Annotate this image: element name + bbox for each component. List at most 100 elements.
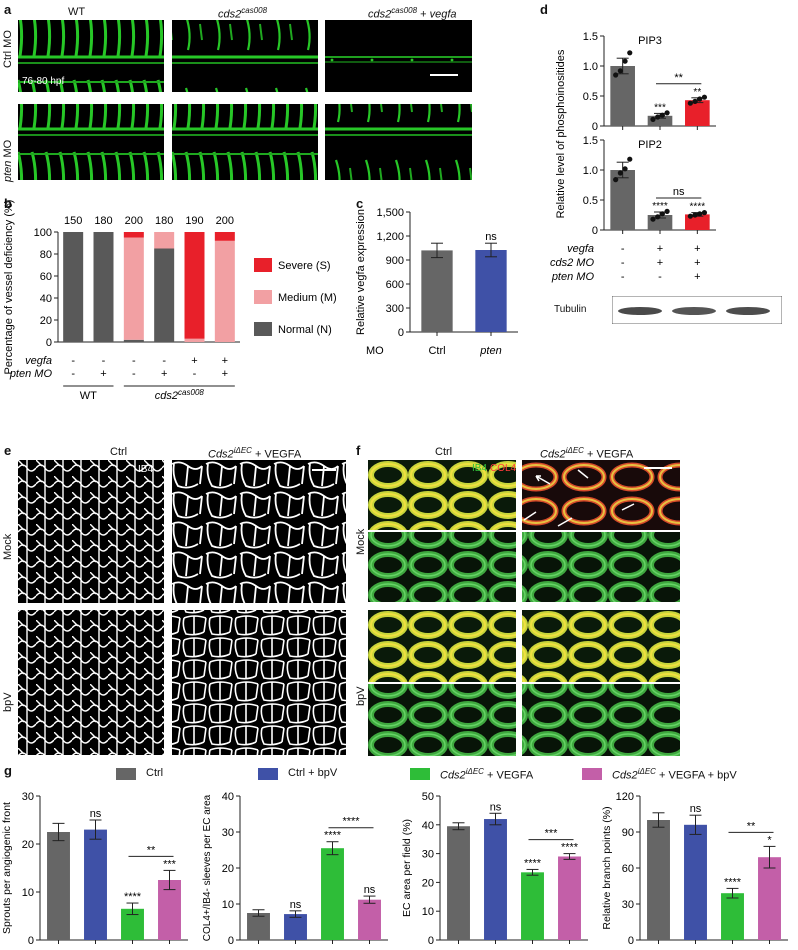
condition-sign: - bbox=[132, 355, 136, 367]
y-tick-label: 20 bbox=[22, 839, 34, 851]
bar-segment bbox=[184, 232, 205, 339]
y-tick-label: 1.5 bbox=[583, 31, 598, 43]
bar-total-label: 200 bbox=[216, 215, 234, 227]
data-point bbox=[687, 213, 693, 219]
panel-a-image-cds2-ctrl bbox=[172, 20, 318, 92]
data-point bbox=[655, 114, 661, 120]
y-tick-label: 30 bbox=[622, 899, 634, 911]
bar-segment bbox=[214, 240, 235, 342]
panel-label-f: f bbox=[356, 443, 361, 458]
y-tick-label: 1.0 bbox=[583, 165, 598, 177]
bar-segment bbox=[154, 232, 175, 249]
panel-e-image-cds2-bpv bbox=[172, 610, 346, 755]
y-tick-label: 1.0 bbox=[583, 61, 598, 73]
bar bbox=[321, 848, 344, 940]
comparison-label: ** bbox=[747, 820, 756, 832]
legend-swatch-ctrl-bpv bbox=[258, 768, 278, 780]
data-point bbox=[701, 94, 708, 100]
legend-label-ctrl: Ctrl bbox=[146, 767, 164, 779]
bar-segment bbox=[214, 232, 235, 241]
legend-label: Normal (N) bbox=[278, 324, 332, 336]
condition-sign: + bbox=[694, 243, 700, 255]
y-tick-label: 0 bbox=[428, 935, 434, 947]
bar bbox=[521, 872, 544, 940]
y-tick-label: 10 bbox=[222, 899, 234, 911]
bar bbox=[284, 914, 307, 940]
panel-f-row-bpv: bpV bbox=[355, 686, 367, 706]
significance-label: ns bbox=[490, 801, 502, 813]
y-tick-label: 30 bbox=[222, 827, 234, 839]
condition-sign: - bbox=[71, 368, 75, 380]
condition-row-label: vegfa bbox=[567, 243, 594, 255]
x-axis-label: MO bbox=[366, 345, 384, 357]
legend-label: Medium (M) bbox=[278, 292, 337, 304]
y-axis-label: Percentage of vessel deficiency (%) bbox=[3, 200, 15, 375]
panel-a-stage: 76-80 hpf bbox=[22, 76, 65, 87]
comparison-label: ** bbox=[674, 72, 683, 84]
y-tick-label: 60 bbox=[622, 863, 634, 875]
panel-f-stain-col4: COL4 bbox=[490, 463, 517, 474]
legend-swatch-cds2-vegfa bbox=[410, 768, 430, 780]
condition-sign: + bbox=[694, 271, 700, 283]
bar-segment bbox=[154, 248, 175, 342]
condition-sign: - bbox=[621, 257, 625, 269]
x-tick-label: pten bbox=[479, 345, 501, 357]
y-tick-label: 20 bbox=[40, 315, 52, 327]
y-tick-label: 1,500 bbox=[376, 207, 404, 219]
bar bbox=[684, 824, 707, 940]
y-tick-label: 60 bbox=[40, 271, 52, 283]
comparison-label: ** bbox=[147, 844, 156, 856]
data-point bbox=[664, 110, 670, 116]
y-tick-label: 0 bbox=[592, 225, 598, 237]
data-point bbox=[701, 210, 708, 216]
panel-f-col-cds2: Cds2iΔEC + VEGFA bbox=[540, 446, 634, 461]
y-tick-label: 30 bbox=[22, 791, 34, 803]
condition-sign: + bbox=[222, 355, 228, 367]
condition-sign: + bbox=[222, 368, 228, 380]
bar-segment bbox=[123, 237, 144, 340]
significance-label: *** bbox=[163, 858, 177, 870]
y-tick-label: 900 bbox=[386, 255, 404, 267]
data-point bbox=[692, 212, 698, 218]
significance-label: ns bbox=[690, 803, 702, 815]
panel-label-e: e bbox=[4, 443, 12, 458]
bar bbox=[421, 250, 453, 332]
data-point bbox=[627, 50, 633, 56]
panel-label-g: g bbox=[4, 763, 12, 778]
condition-sign: + bbox=[100, 368, 106, 380]
panel-a-col-wt: WT bbox=[68, 6, 86, 18]
y-tick-label: 1,200 bbox=[376, 231, 404, 243]
significance-label: **** bbox=[324, 830, 342, 842]
bar-segment bbox=[123, 232, 144, 238]
chart-g2: 0 10 20 30 40 ns **** ns **** COL4+/IB4- sleeves … bbox=[202, 791, 388, 947]
data-point bbox=[687, 100, 693, 106]
panel-f-row-mock: Mock bbox=[355, 528, 367, 555]
significance-label: * bbox=[767, 834, 772, 846]
panel-a-image-wt-pten bbox=[18, 104, 164, 180]
y-tick-label: 0 bbox=[592, 121, 598, 133]
bar bbox=[475, 250, 507, 332]
data-point bbox=[697, 96, 703, 102]
y-tick-label: 50 bbox=[422, 791, 434, 803]
data-point bbox=[617, 170, 623, 176]
data-point bbox=[622, 166, 628, 172]
condition-sign: - bbox=[162, 355, 166, 367]
condition-sign: + bbox=[657, 257, 663, 269]
bar bbox=[721, 893, 744, 940]
data-point bbox=[664, 208, 670, 214]
y-tick-label: 90 bbox=[622, 827, 634, 839]
y-tick-label: 1.5 bbox=[583, 135, 598, 147]
condition-sign: + bbox=[191, 355, 197, 367]
legend-label-cds2-vegfa-bpv: Cds2iΔEC + VEGFA + bpV bbox=[612, 767, 737, 782]
comparison-label: **** bbox=[342, 816, 360, 828]
panel-e-col-ctrl: Ctrl bbox=[110, 446, 128, 458]
tubulin-label: Tubulin bbox=[554, 304, 587, 315]
panel-e-image-ctrl-bpv bbox=[18, 610, 164, 755]
legend-label: Severe (S) bbox=[278, 260, 331, 272]
data-point bbox=[692, 98, 698, 104]
y-tick-label: 20 bbox=[222, 863, 234, 875]
condition-sign: + bbox=[161, 368, 167, 380]
tubulin-blot bbox=[612, 296, 782, 324]
